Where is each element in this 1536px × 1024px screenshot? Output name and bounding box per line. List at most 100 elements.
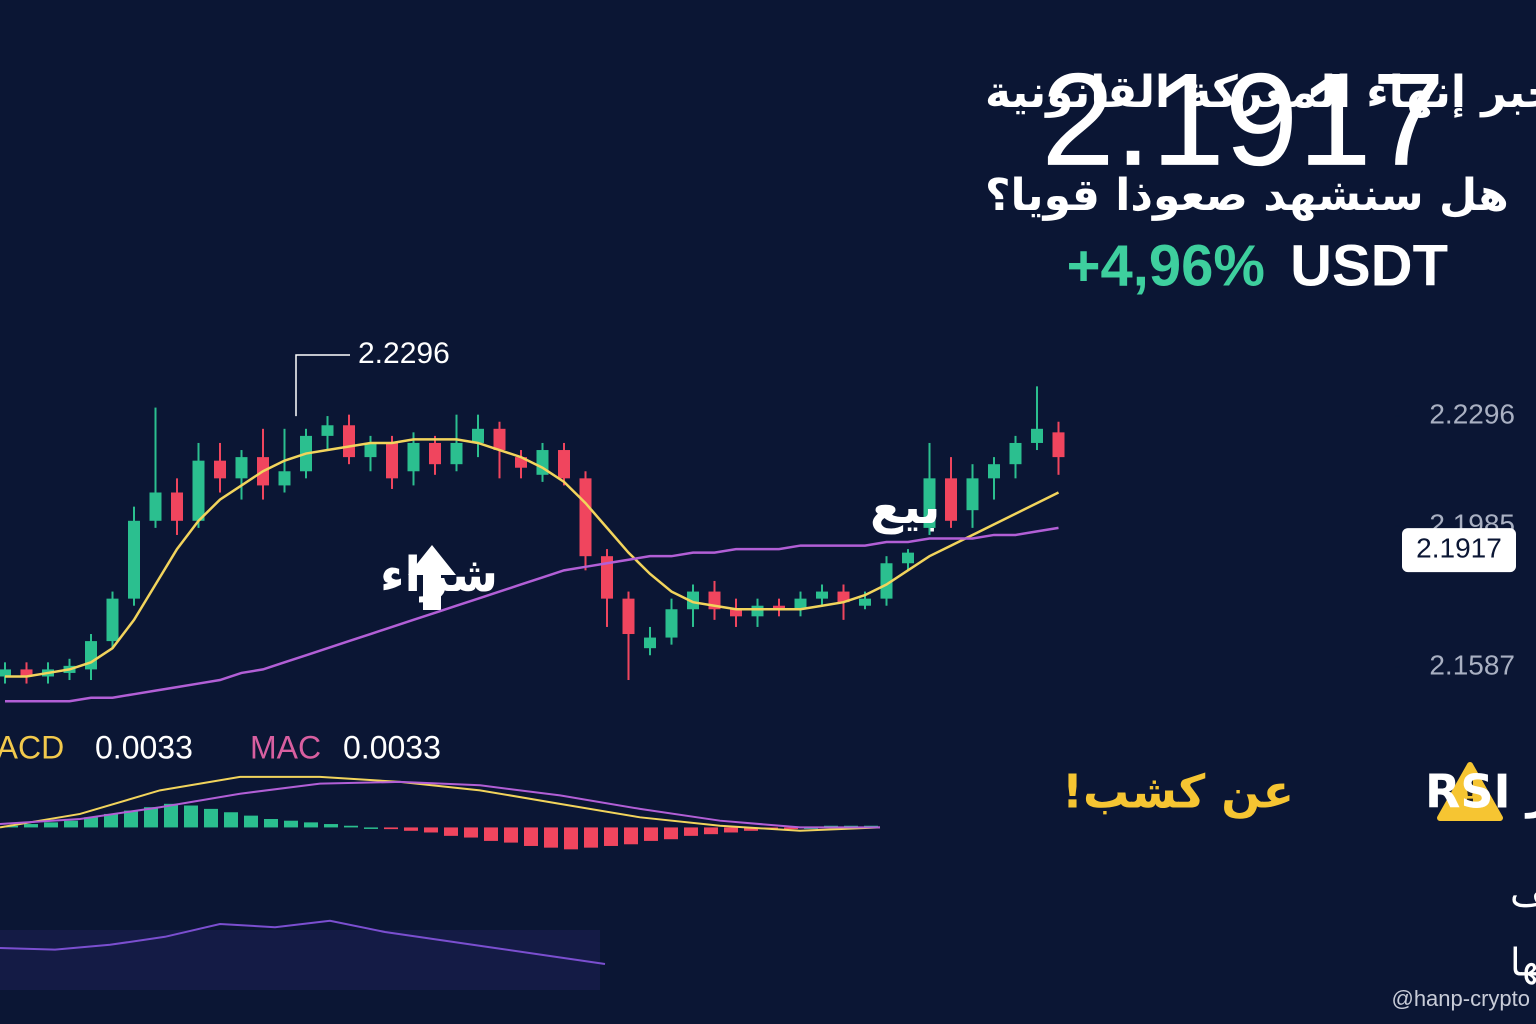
macd-bar bbox=[64, 820, 78, 828]
price: 2.1917 bbox=[1041, 46, 1445, 193]
watermark: @hanp-crypto bbox=[1391, 986, 1530, 1011]
signal-value: 0.0033 bbox=[343, 729, 441, 765]
macd-bar bbox=[664, 827, 678, 840]
moving-average bbox=[5, 438, 1060, 678]
candle-body bbox=[278, 471, 291, 486]
macd-bar bbox=[184, 805, 198, 828]
macd-bar bbox=[124, 810, 138, 828]
macd-bar bbox=[144, 807, 158, 828]
candle-body bbox=[665, 609, 678, 638]
macd-bar bbox=[404, 827, 418, 831]
notice-line: رغم الرخم الإيجابي قد الدخول إلى الدخولى… bbox=[1510, 871, 1536, 916]
macd-bar bbox=[584, 827, 598, 848]
candle-body bbox=[214, 460, 226, 479]
macd-value: 0.0033 bbox=[95, 729, 193, 765]
candle-body bbox=[149, 492, 162, 521]
annotation-leader bbox=[295, 354, 350, 417]
notice-heading: بابـع مؤشر RSI bbox=[1425, 765, 1536, 819]
candle-body bbox=[794, 598, 807, 610]
macd-bar bbox=[44, 822, 58, 828]
candle-body bbox=[966, 478, 979, 511]
macd-bar bbox=[284, 820, 298, 828]
macd-bar bbox=[484, 827, 498, 841]
candle-body bbox=[0, 669, 11, 677]
current-price-box bbox=[1402, 528, 1516, 573]
y-tick-label: 2.2296 bbox=[1429, 398, 1515, 429]
sell-label: بيع bbox=[870, 479, 940, 535]
candle-body bbox=[407, 442, 420, 472]
macd-bar bbox=[704, 827, 718, 835]
macd-bar bbox=[784, 827, 798, 830]
candle-body bbox=[687, 591, 699, 610]
macd-bar bbox=[504, 827, 518, 843]
candle-body bbox=[106, 598, 119, 642]
macd-bar bbox=[344, 825, 358, 828]
candle-body bbox=[558, 450, 570, 479]
candle-body bbox=[902, 552, 914, 564]
macd-bar bbox=[264, 819, 278, 828]
macd-bar bbox=[524, 827, 538, 846]
candle-body bbox=[880, 563, 893, 599]
candle-body bbox=[859, 598, 871, 606]
candle-body bbox=[20, 669, 33, 677]
current-price-label: 2.1917 bbox=[1416, 533, 1502, 564]
candle-body bbox=[988, 464, 1000, 479]
title-line: يفمرُ بعد بعد خبر خبر إنهاء المعركة القا… bbox=[985, 67, 1536, 118]
candle-body bbox=[343, 425, 355, 458]
candle-body bbox=[1031, 428, 1043, 443]
y-tick-label: 2.1587 bbox=[1429, 649, 1515, 680]
candle-body bbox=[923, 478, 936, 528]
macd-line bbox=[0, 780, 880, 829]
moving-average bbox=[5, 526, 1059, 703]
candle-body bbox=[429, 442, 441, 465]
candle-body bbox=[515, 457, 527, 468]
macd-bar bbox=[464, 827, 478, 838]
candle-body bbox=[1009, 442, 1022, 465]
macd-bar bbox=[384, 827, 398, 830]
macd-bar bbox=[624, 827, 638, 845]
candle-body bbox=[192, 460, 205, 521]
candle-body bbox=[472, 428, 484, 443]
macd-bar bbox=[744, 827, 758, 831]
candle-body bbox=[644, 637, 656, 649]
macd-bar bbox=[244, 815, 258, 828]
macd-bar bbox=[84, 817, 98, 828]
unit: USDT bbox=[1290, 233, 1448, 298]
buy-label: شراء bbox=[380, 547, 498, 603]
candle-body bbox=[493, 428, 506, 451]
macd-bar bbox=[564, 827, 578, 850]
macd-bar bbox=[164, 803, 178, 828]
candle-body bbox=[386, 442, 398, 479]
candle-body bbox=[579, 478, 592, 557]
candle-body bbox=[773, 605, 785, 610]
macd-bar bbox=[364, 827, 378, 829]
rsi-line bbox=[0, 919, 606, 965]
title-line: هل سنشهد صعوذا قويا؟ bbox=[985, 170, 1509, 221]
macd-bar bbox=[424, 827, 438, 833]
macd-bar bbox=[444, 827, 458, 836]
candle-body bbox=[601, 556, 613, 599]
macd-bar bbox=[604, 827, 618, 846]
macd-bar bbox=[224, 812, 238, 828]
candle-body bbox=[837, 591, 850, 603]
macd-bar bbox=[724, 827, 738, 833]
macd-line bbox=[0, 775, 881, 832]
candle-body bbox=[128, 520, 140, 599]
candle-body bbox=[945, 478, 957, 521]
macd-bar bbox=[304, 822, 318, 828]
macd-label: MACD bbox=[0, 729, 64, 765]
macd-bar bbox=[204, 808, 218, 828]
candle-body bbox=[730, 609, 742, 617]
macd-bar bbox=[544, 827, 558, 848]
warning-mark: ! bbox=[1462, 774, 1478, 814]
macd-bar bbox=[324, 824, 338, 828]
candle-body bbox=[1052, 432, 1065, 458]
signal-label: MAC bbox=[250, 729, 321, 765]
macd-bar bbox=[684, 827, 698, 836]
candle-body bbox=[450, 442, 463, 465]
notice-line: الفرص صفيض موجودة، ولكـن إدارة المحاطر ل… bbox=[1510, 941, 1536, 986]
annotation-label: 2.2296 bbox=[358, 337, 450, 370]
candle-body bbox=[751, 605, 764, 617]
rsi-band bbox=[0, 930, 600, 990]
